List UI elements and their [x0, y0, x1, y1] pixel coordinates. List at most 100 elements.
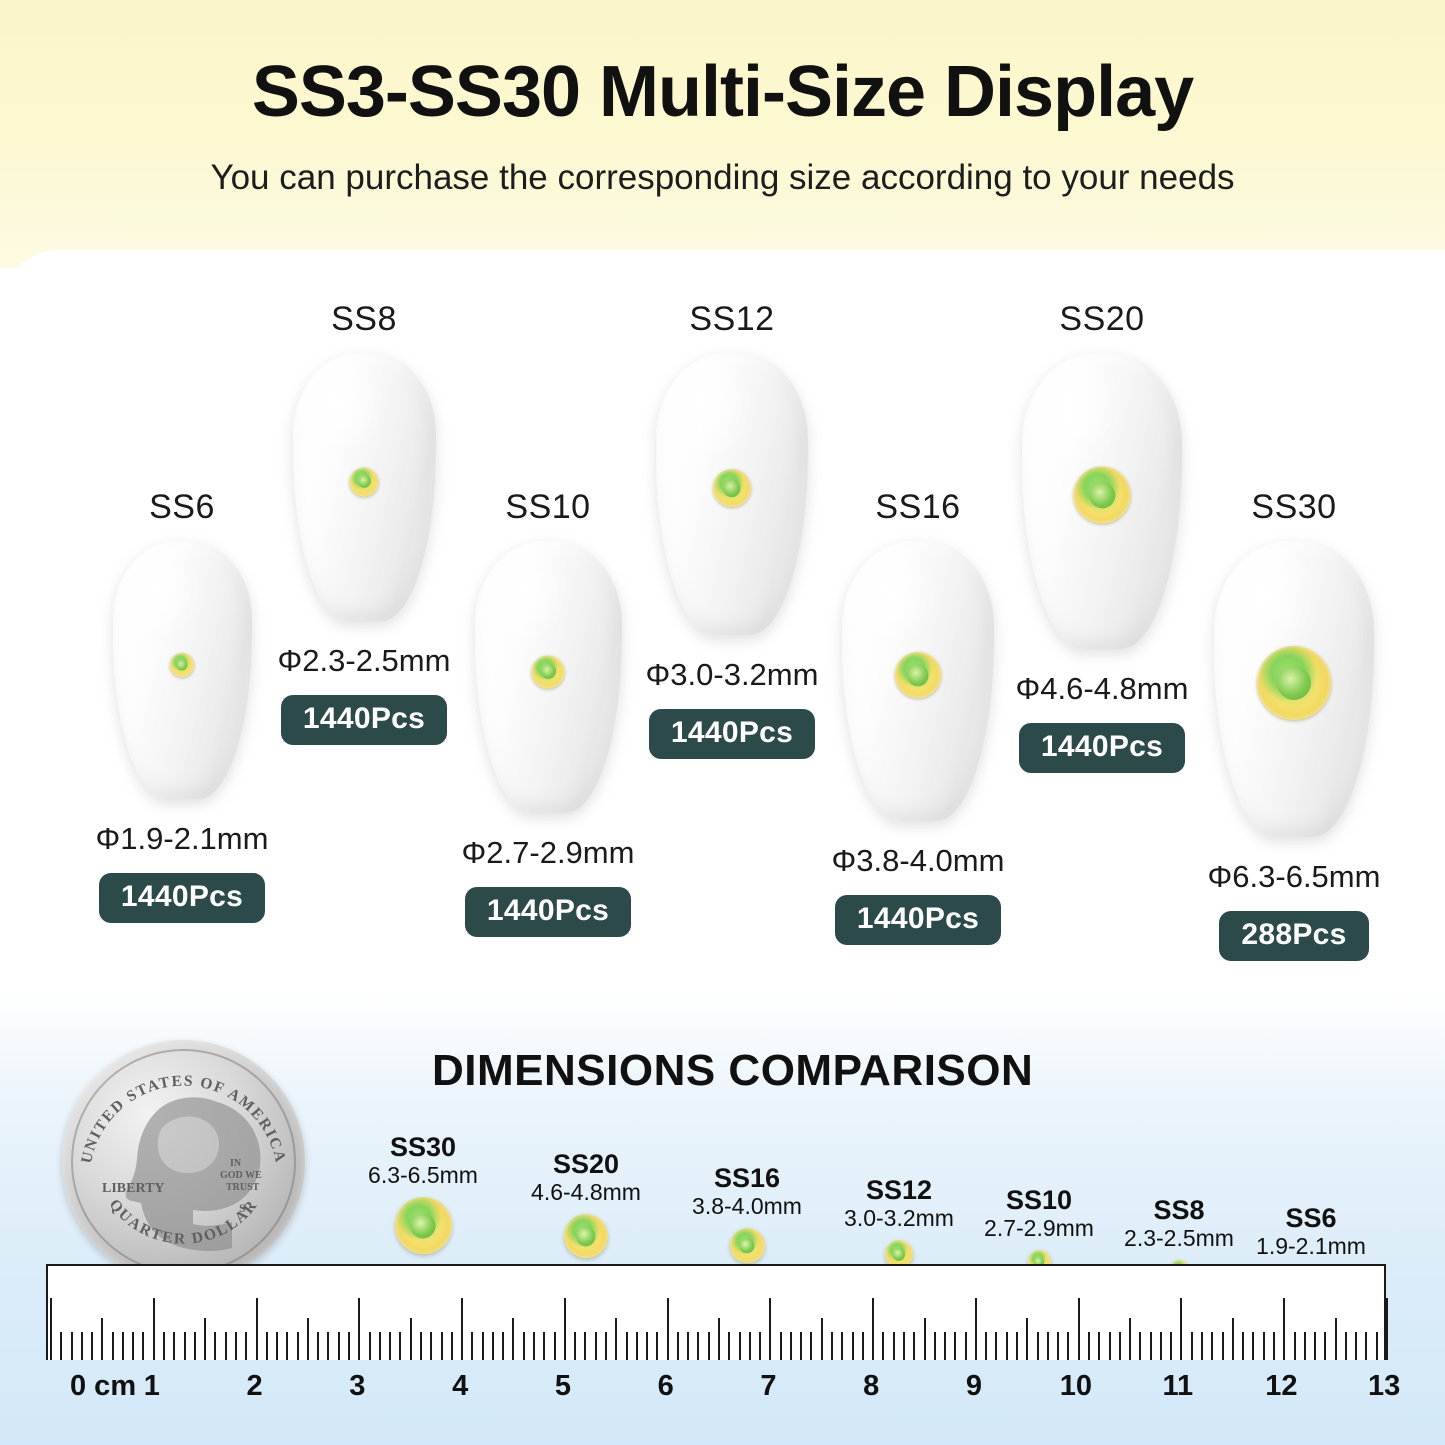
ruler-tick	[399, 1332, 402, 1360]
size-item-ss12[interactable]: SS12 Φ3.0-3.2mm 1440Pcs	[598, 300, 866, 759]
nail-tip-icon	[112, 541, 252, 799]
ruler-label: 2	[246, 1370, 263, 1402]
ruler-label: 6	[657, 1370, 674, 1402]
ruler-tick	[121, 1332, 124, 1360]
ruler-tick	[1087, 1332, 1090, 1360]
size-item-ss10[interactable]: SS10 Φ2.7-2.9mm 1440Pcs	[414, 488, 682, 937]
ruler-tick	[1252, 1332, 1255, 1360]
rhinestone-icon	[1073, 466, 1131, 524]
ruler-tick	[1046, 1332, 1049, 1360]
ruler-label: 12	[1265, 1370, 1298, 1402]
rhinestone-icon	[564, 1214, 608, 1259]
comparison-item-ss30[interactable]: SS30 6.3-6.5mm	[348, 1133, 498, 1255]
ruler-tick	[296, 1332, 299, 1360]
size-item-ss8[interactable]: SS8 Φ2.3-2.5mm 1440Pcs	[230, 300, 498, 745]
rhinestone-icon	[394, 1197, 452, 1255]
ruler-tick	[101, 1318, 104, 1360]
chip-size-name: SS10	[1005, 1185, 1073, 1215]
ruler-tick	[1272, 1332, 1275, 1360]
ruler-tick	[1067, 1332, 1070, 1360]
chip-size-value: 1.9-2.1mm	[1256, 1233, 1366, 1260]
quantity-badge: 1440Pcs	[280, 695, 448, 745]
quantity-badge: 1440Pcs	[98, 873, 266, 923]
ruler-tick	[820, 1318, 823, 1360]
size-item-ss16[interactable]: SS16 Φ3.8-4.0mm 1440Pcs	[784, 488, 1052, 945]
chip-size-value: 2.3-2.5mm	[1124, 1225, 1234, 1252]
comparison-item-ss10[interactable]: SS10 2.7-2.9mm	[972, 1185, 1106, 1274]
ruler-tick	[152, 1298, 155, 1360]
ruler-tick	[183, 1332, 186, 1360]
svg-text:LIBERTY: LIBERTY	[102, 1181, 165, 1196]
ruler-tick	[378, 1332, 381, 1360]
size-diameter: Φ2.7-2.9mm	[461, 835, 635, 870]
ruler-tick	[923, 1318, 926, 1360]
ruler-tick	[1344, 1332, 1347, 1360]
size-item-ss30[interactable]: SS30 Φ6.3-6.5mm 288Pcs	[1160, 488, 1428, 961]
ruler-tick	[1108, 1332, 1111, 1360]
ruler-tick	[1375, 1332, 1378, 1360]
ruler-tick	[759, 1332, 762, 1360]
rhinestone-icon	[713, 469, 751, 508]
ruler-tick	[491, 1332, 494, 1360]
header-band	[0, 0, 1445, 268]
nail-tip-icon	[1214, 541, 1374, 837]
ruler-tick	[944, 1332, 947, 1360]
ruler-tick	[1057, 1332, 1060, 1360]
ruler-tick	[245, 1332, 248, 1360]
ruler-tick	[91, 1332, 94, 1360]
ruler-tick	[1098, 1332, 1101, 1360]
ruler-tick	[1036, 1332, 1039, 1360]
ruler-tick	[543, 1332, 546, 1360]
ruler-tick	[831, 1332, 834, 1360]
ruler-tick	[1314, 1332, 1317, 1360]
ruler-label: 9	[965, 1370, 983, 1402]
quantity-badge: 1440Pcs	[464, 887, 632, 937]
ruler-tick	[1139, 1332, 1142, 1360]
size-item-ss6[interactable]: SS6 Φ1.9-2.1mm 1440Pcs	[48, 488, 316, 923]
ruler-label: 11	[1162, 1370, 1194, 1402]
chip-size-value: 6.3-6.5mm	[368, 1162, 478, 1189]
ruler-tick	[625, 1332, 628, 1360]
ruler-tick	[1129, 1318, 1132, 1360]
ruler-tick	[1118, 1332, 1121, 1360]
ruler-tick	[1026, 1318, 1029, 1360]
ruler-tick	[80, 1332, 83, 1360]
ruler-tick	[1190, 1332, 1193, 1360]
ruler-tick	[1149, 1332, 1152, 1360]
size-diameter: Φ2.3-2.5mm	[277, 643, 451, 678]
size-diameter: Φ3.0-3.2mm	[645, 657, 819, 692]
ruler-tick	[389, 1332, 392, 1360]
rhinestone-icon	[170, 652, 194, 677]
ruler-tick	[728, 1332, 731, 1360]
ruler-tick	[656, 1332, 659, 1360]
ruler-tick	[789, 1332, 792, 1360]
ruler-tick	[810, 1332, 813, 1360]
size-name: SS16	[875, 488, 961, 526]
size-diameter: Φ4.6-4.8mm	[1015, 671, 1189, 706]
comparison-item-ss16[interactable]: SS16 3.8-4.0mm	[676, 1164, 818, 1264]
ruler-tick	[1324, 1332, 1327, 1360]
ruler-tick	[1005, 1332, 1008, 1360]
nail-tip-icon	[1022, 353, 1182, 649]
ruler-tick	[327, 1332, 330, 1360]
chip-size-name: SS6	[1285, 1203, 1337, 1233]
ruler-tick	[317, 1332, 320, 1360]
ruler-tick	[954, 1332, 957, 1360]
rhinestone-icon	[729, 1228, 765, 1264]
nail-tip-icon	[842, 541, 994, 821]
quantity-badge: 1440Pcs	[1018, 723, 1186, 773]
comparison-item-ss12[interactable]: SS12 3.0-3.2mm	[830, 1176, 968, 1269]
ruler-tick	[1231, 1318, 1234, 1360]
ruler-tick	[1355, 1332, 1358, 1360]
ruler-tick	[1180, 1298, 1183, 1360]
ruler-tick	[913, 1332, 916, 1360]
ruler-tick	[872, 1298, 875, 1360]
ruler-tick	[1201, 1332, 1203, 1360]
size-name: SS8	[331, 300, 397, 338]
ruler-tick	[255, 1298, 258, 1360]
size-item-ss20[interactable]: SS20 Φ4.6-4.8mm 1440Pcs	[968, 300, 1236, 773]
comparison-item-ss20[interactable]: SS20 4.6-4.8mm	[512, 1150, 660, 1259]
ruler-tick	[204, 1318, 207, 1360]
page-subtitle: You can purchase the corresponding size …	[210, 158, 1235, 197]
